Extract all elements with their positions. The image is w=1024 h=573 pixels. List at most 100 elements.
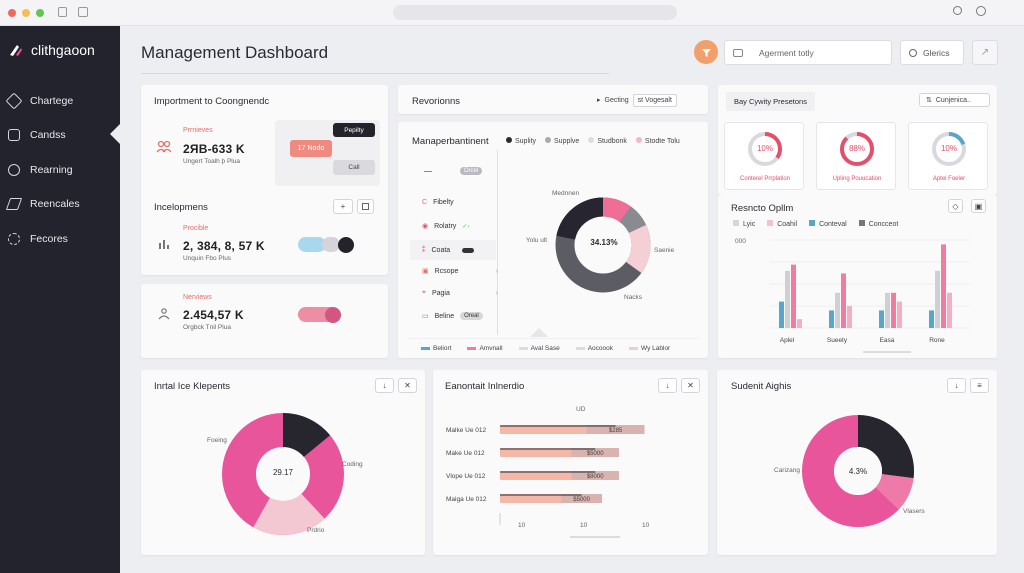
legend-item: Supplve	[545, 137, 579, 145]
bar-segment	[586, 425, 645, 434]
list-item[interactable]: ▣ Rcsope ›	[422, 267, 498, 276]
toggle-knob[interactable]	[338, 237, 354, 253]
gauge-ring	[748, 132, 782, 166]
expand-button[interactable]: ↗	[972, 40, 998, 65]
donut-segment-dark	[802, 415, 914, 527]
configure-button[interactable]: ⇅ Cunjenica..	[919, 93, 990, 107]
download-button[interactable]: ↓	[375, 378, 394, 393]
close-window-icon[interactable]	[8, 9, 16, 17]
list-item[interactable]: ▭ Beline Oreal	[422, 312, 483, 320]
gauge-label: Aptel Foeler	[932, 176, 966, 182]
insights-donut	[802, 415, 914, 527]
chip-gray[interactable]: Call	[333, 160, 375, 175]
donut-label: Vlasers	[903, 508, 925, 515]
card-title: Revorionns	[412, 96, 461, 107]
toggle-gray[interactable]	[322, 237, 340, 252]
grid-icon: ⁑	[422, 247, 426, 254]
legend: Suplity Supplve Studbonk Stodte Tolu	[506, 137, 680, 145]
sidebar-item-rearning[interactable]: Rearning	[8, 164, 73, 176]
legend-item: Amvnall	[467, 345, 503, 352]
download-icon: ↓	[665, 381, 670, 390]
gauge-label: Conterel Prrplation	[739, 176, 791, 182]
grid-icon	[8, 129, 20, 141]
list-item[interactable]: Orcel	[410, 164, 492, 178]
list-item-selected[interactable]: ⁑ Coata	[410, 240, 496, 260]
settings-button[interactable]: ▣	[971, 199, 986, 213]
legend-item: Lyic	[733, 220, 755, 228]
bar	[891, 292, 896, 328]
download-button[interactable]: ↓	[658, 378, 677, 393]
gauge-tile[interactable]: 88% Upling Pouucation	[816, 122, 896, 190]
add-button[interactable]: +	[333, 199, 353, 214]
bar	[935, 270, 940, 328]
sidebar-item-label: Chartege	[30, 95, 74, 107]
category-list: Orcel C Fibelty ◉ Rolatry ✓› ⁑ Coata ▣ Rcsope…	[410, 150, 498, 340]
list-item[interactable]: C Fibelty	[422, 199, 454, 206]
list-item[interactable]: ⌖ Pagia ›	[422, 289, 498, 297]
chevron-icon: ›	[495, 267, 498, 275]
metric-value: 2.454,57 K	[183, 308, 244, 322]
chip-pink[interactable]: 17 Nodo	[290, 140, 332, 157]
donut-label: Saenie	[654, 247, 675, 254]
search-icon[interactable]	[953, 6, 962, 15]
chip-dark[interactable]: Pepilty	[333, 123, 375, 137]
gauge-tile[interactable]: 10% Aptel Foeler	[908, 122, 988, 190]
gear-icon	[8, 233, 20, 245]
select-dropdown[interactable]: ▸ Gecting st Vogesalt	[597, 92, 697, 108]
sidebar-item-candss[interactable]: Candss	[8, 129, 66, 141]
close-button[interactable]: ✕	[681, 378, 700, 393]
brand-name: clithgaoon	[31, 42, 95, 58]
tab-icon[interactable]	[58, 7, 67, 17]
sidebar-item-reencales[interactable]: Reencales	[5, 198, 80, 210]
search-placeholder: Agerment totly	[759, 47, 814, 58]
minimize-window-icon[interactable]	[22, 9, 30, 17]
bar	[947, 292, 952, 328]
brand[interactable]: clithgaoon	[8, 42, 95, 58]
toggle-icon	[462, 247, 475, 253]
sidebar-item-label: Rearning	[30, 164, 73, 176]
bar	[829, 310, 834, 328]
gauge-fill	[840, 132, 874, 166]
sidebar-item-fecores[interactable]: Fecores	[8, 233, 68, 245]
menu-button[interactable]: ≡	[970, 378, 989, 393]
x-tick-label: Rone	[929, 337, 945, 344]
refresh-icon[interactable]	[976, 6, 986, 16]
toggle-blue[interactable]	[298, 237, 326, 252]
bar-value-label: $8000	[587, 474, 604, 480]
donut-label: Coding	[342, 461, 363, 468]
bar-segment	[571, 471, 619, 480]
sidebar	[0, 26, 120, 573]
bar-value-label: $285	[609, 428, 623, 434]
sidebar-item-chartege[interactable]: Chartege	[5, 92, 74, 110]
donut-label: Carizang	[774, 467, 801, 474]
toggle-knob[interactable]	[325, 307, 341, 323]
maximize-window-icon[interactable]	[36, 9, 44, 17]
select-value: st Vogesalt	[632, 93, 677, 107]
bar-category-label: Maiga Ue 012	[446, 496, 487, 503]
close-button[interactable]: ✕	[398, 378, 417, 393]
search-field[interactable]: Agerment totly	[724, 40, 892, 65]
copy-button[interactable]	[357, 199, 374, 214]
legend-item: Studbonk	[588, 137, 627, 145]
grouped-bar-chart: 000 Aplel Sueety Easa Rone	[735, 238, 969, 353]
home-icon[interactable]	[78, 7, 88, 17]
circle-icon: ◉	[422, 223, 429, 230]
bar-value-label: $5000	[573, 497, 590, 503]
dropdown-arrow-icon: ▸	[597, 97, 601, 104]
card-title: Resncto Opllm	[731, 203, 794, 214]
section-title: Incelopmens	[154, 202, 208, 213]
legend-item: Suplity	[506, 137, 536, 145]
gauge-tile[interactable]: 10% Conterel Prrplation	[724, 122, 804, 190]
y-tick-label: 000	[735, 238, 746, 245]
bar	[797, 319, 802, 328]
download-button[interactable]: ↓	[947, 378, 966, 393]
address-bar[interactable]	[393, 5, 677, 20]
filter-button[interactable]	[694, 40, 718, 64]
close-icon: ✕	[404, 381, 411, 390]
filter-button[interactable]: ◇	[948, 199, 963, 213]
metric-label: Nerviews	[183, 294, 212, 301]
metrics-button[interactable]: Glerics	[900, 40, 964, 65]
x-tick-label: 10	[642, 522, 650, 529]
list-item[interactable]: ◉ Rolatry ✓›	[422, 222, 470, 231]
hexagon-icon	[5, 92, 23, 110]
